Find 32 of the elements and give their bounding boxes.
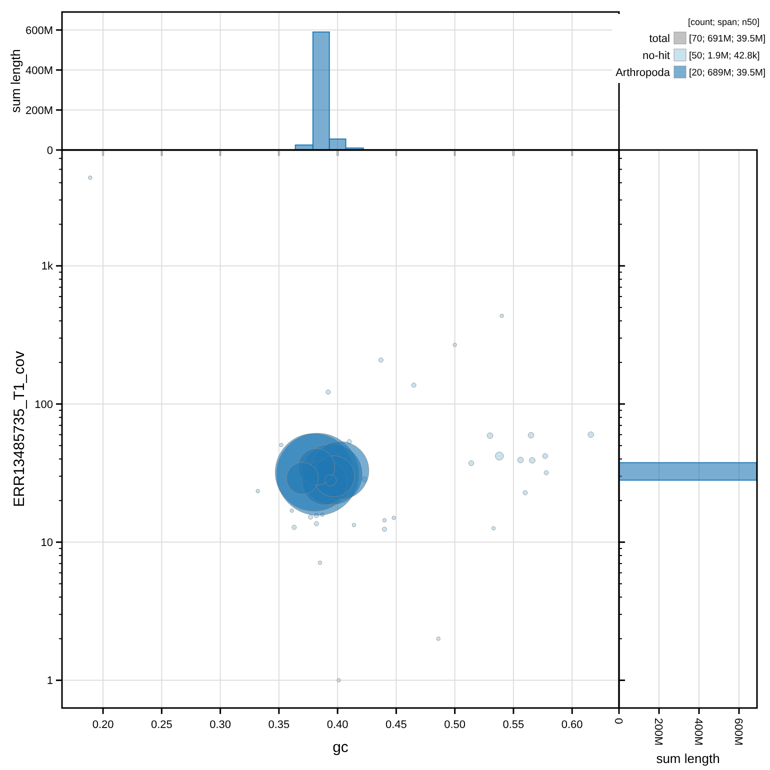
x-tick-label: 400M: [692, 718, 704, 746]
y-tick-label: 1: [46, 675, 53, 688]
x-tick-label: 0.35: [268, 719, 290, 731]
y-tick-label: 400M: [25, 64, 53, 77]
x-tick-label: 600M: [732, 718, 744, 746]
x-tick-label: 0.20: [92, 719, 114, 731]
x-tick-label: 0.25: [150, 719, 172, 731]
legend-title: [count; span; n50]: [688, 17, 760, 28]
y-axis-title: ERR13485735_T1_cov: [11, 350, 28, 507]
y-tick-label: 600M: [25, 24, 53, 37]
x-tick-label: 0: [612, 718, 624, 724]
legend-label: total: [649, 32, 670, 45]
text: [70; 691M; 39.5M]: [689, 33, 766, 44]
y-tick-label: 1k: [41, 260, 54, 273]
x-tick-label: 0.60: [561, 719, 583, 731]
text: [50; 1.9M; 42.8k]: [689, 50, 760, 62]
x-tick-label: 0.50: [444, 719, 466, 731]
y-tick-label: 100: [34, 398, 53, 411]
text: [20; 689M; 39.5M]: [689, 67, 766, 78]
legend-label: Arthropoda: [616, 66, 671, 79]
x-axis-title: gc: [332, 739, 349, 756]
y-tick-label: 10: [40, 536, 53, 549]
x-axis-title: sum length: [656, 751, 720, 766]
legend-label: no-hit: [642, 50, 670, 62]
y-tick-label: 200M: [25, 104, 53, 117]
x-tick-label: 200M: [652, 718, 664, 746]
x-tick-label: 0.40: [326, 719, 348, 731]
x-tick-label: 0.30: [210, 719, 232, 731]
x-tick-label: 0.55: [502, 719, 524, 731]
y-tick-label: 0: [46, 144, 53, 157]
x-tick-label: 0.45: [385, 719, 407, 731]
y-axis-title: sum length: [8, 49, 23, 113]
